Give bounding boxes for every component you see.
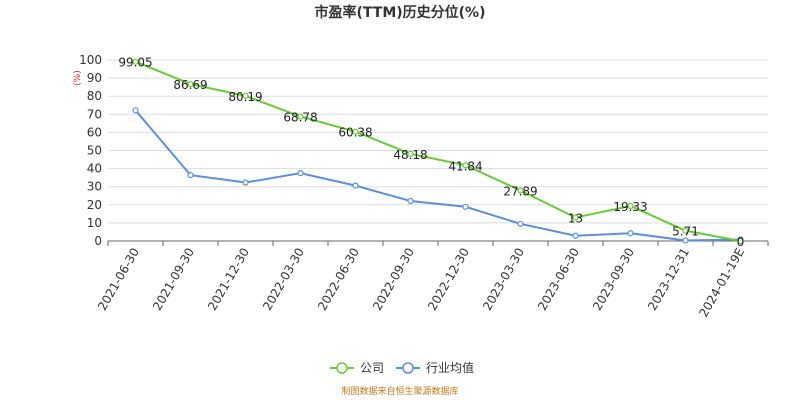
data-label: 99.05 [118,56,152,70]
data-point [462,203,469,210]
series-line [134,109,741,242]
y-tick-label: 50 [87,144,102,158]
legend-item-company[interactable]: 公司 [330,361,384,375]
x-tick-label: 2021-12-30 [205,246,252,313]
data-label: 0 [737,235,745,249]
gridlines [108,59,768,242]
data-point [352,182,359,189]
data-point [737,237,744,245]
data-label: 5.71 [672,225,699,239]
data-point [242,92,249,99]
series-lines [132,58,744,245]
data-point [132,107,139,114]
data-point [407,150,414,157]
data-point [517,187,524,194]
x-tick-label: 2022-03-30 [260,246,307,313]
x-tick-label: 2024-01-19E [696,246,747,320]
source-note: 制图数据来自恒生聚源数据库 [341,385,458,397]
data-label: 80.19 [228,90,262,104]
legend-industry-marker [402,362,414,374]
series-company [132,58,744,245]
data-point [627,230,634,237]
legend-industry-label: 行业均值 [426,360,474,375]
legend-company-marker [336,362,348,374]
x-tick-label: 2022-12-30 [425,246,472,313]
data-point [132,58,139,65]
x-tick-label: 2023-06-30 [535,246,582,313]
y-tick-label: 60 [87,125,102,139]
data-point [407,197,414,205]
y-tick-label: 0 [94,234,102,248]
y-axis-unit-label: (%) [73,70,83,86]
legend-item-industry-average[interactable]: 行业均值 [396,360,474,375]
data-point [517,220,524,227]
data-point [682,227,689,234]
data-label: 41.84 [448,159,482,173]
x-tick-label: 2021-09-30 [150,246,197,313]
data-label: 13 [568,211,583,225]
y-tick-label: 30 [87,180,102,194]
data-label: 68.78 [283,111,317,125]
data-label: 19.33 [613,200,647,214]
data-point [242,179,249,186]
x-tick-label: 2022-09-30 [370,246,417,313]
y-tick-label: 20 [87,198,102,212]
series-industry-average [132,107,744,244]
x-tick-label: 2023-09-30 [590,246,637,313]
x-tick-label: 2023-12-31 [645,246,692,313]
data-label: 60.38 [338,126,372,140]
data-point [187,80,194,88]
data-point [572,214,579,221]
data-point [572,232,579,239]
data-label: 48.18 [393,148,427,162]
series-line [135,60,741,242]
y-tick-label: 10 [87,216,102,230]
data-label: 27.89 [503,185,537,199]
legend[interactable]: 公司 行业均值 [330,360,474,375]
data-point [297,170,304,177]
x-axis-ticks: 2021-06-30 2021-09-30 2021-12-30 2022-03-30… [95,241,769,320]
data-point [682,237,689,244]
y-tick-label: 70 [87,107,102,121]
data-point [627,202,634,210]
legend-company-label: 公司 [360,361,384,375]
data-labels: 99.05 86.69 80.19 68.78 60.38 48.18 41.84 27.89… [118,56,744,249]
chart-title: 市盈率(TTM)历史分位(%) [315,4,486,21]
y-tick-label: 80 [87,89,102,103]
x-tick-label: 2021-06-30 [95,246,142,313]
data-point [297,113,304,120]
x-tick-label: 2023-03-30 [480,246,527,313]
data-point [187,172,194,179]
x-tick-label: 2022-06-30 [315,246,362,313]
data-point [352,128,359,135]
y-axis-ticks: 0 10 20 30 40 50 60 70 80 90 100 [79,53,102,248]
data-point [462,162,469,169]
y-tick-label: 40 [87,162,102,176]
data-label: 86.69 [173,78,207,92]
y-tick-label: 90 [87,71,102,85]
y-tick-label: 100 [79,53,102,67]
